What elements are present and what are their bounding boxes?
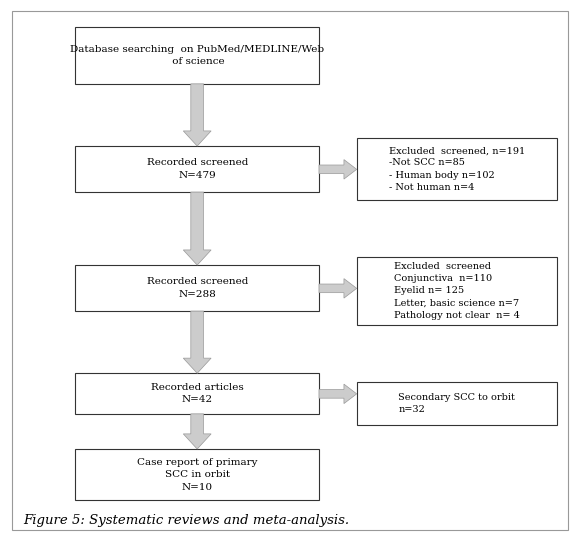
Text: Case report of primary
SCC in orbit
N=10: Case report of primary SCC in orbit N=10 — [137, 458, 258, 492]
Text: Database searching  on PubMed/MEDLINE/Web
 of science: Database searching on PubMed/MEDLINE/Web… — [70, 45, 324, 66]
Text: Secondary SCC to orbit
n=32: Secondary SCC to orbit n=32 — [398, 393, 515, 414]
Bar — [75, 373, 319, 414]
Text: Recorded articles
N=42: Recorded articles N=42 — [151, 383, 244, 404]
FancyArrow shape — [183, 414, 211, 449]
Bar — [357, 138, 557, 200]
FancyArrow shape — [183, 192, 211, 265]
Bar — [357, 257, 557, 325]
FancyArrow shape — [183, 311, 211, 373]
FancyArrow shape — [319, 279, 357, 298]
Text: Figure 5: Systematic reviews and meta-analysis.: Figure 5: Systematic reviews and meta-an… — [23, 514, 349, 527]
Bar — [75, 146, 319, 192]
Text: Recorded screened
N=479: Recorded screened N=479 — [147, 159, 248, 180]
Bar — [75, 265, 319, 311]
Text: Recorded screened
N=288: Recorded screened N=288 — [147, 278, 248, 299]
Text: Excluded  screened, n=191
-Not SCC n=85
- Human body n=102
- Not human n=4: Excluded screened, n=191 -Not SCC n=85 -… — [389, 146, 525, 192]
Bar — [75, 449, 319, 500]
Bar — [357, 382, 557, 425]
Bar — [75, 27, 319, 84]
FancyArrow shape — [319, 160, 357, 179]
FancyArrow shape — [183, 84, 211, 146]
FancyArrow shape — [319, 384, 357, 404]
Text: Excluded  screened
Conjunctiva  n=110
Eyelid n= 125
Letter, basic science n=7
Pa: Excluded screened Conjunctiva n=110 Eyel… — [394, 262, 520, 320]
